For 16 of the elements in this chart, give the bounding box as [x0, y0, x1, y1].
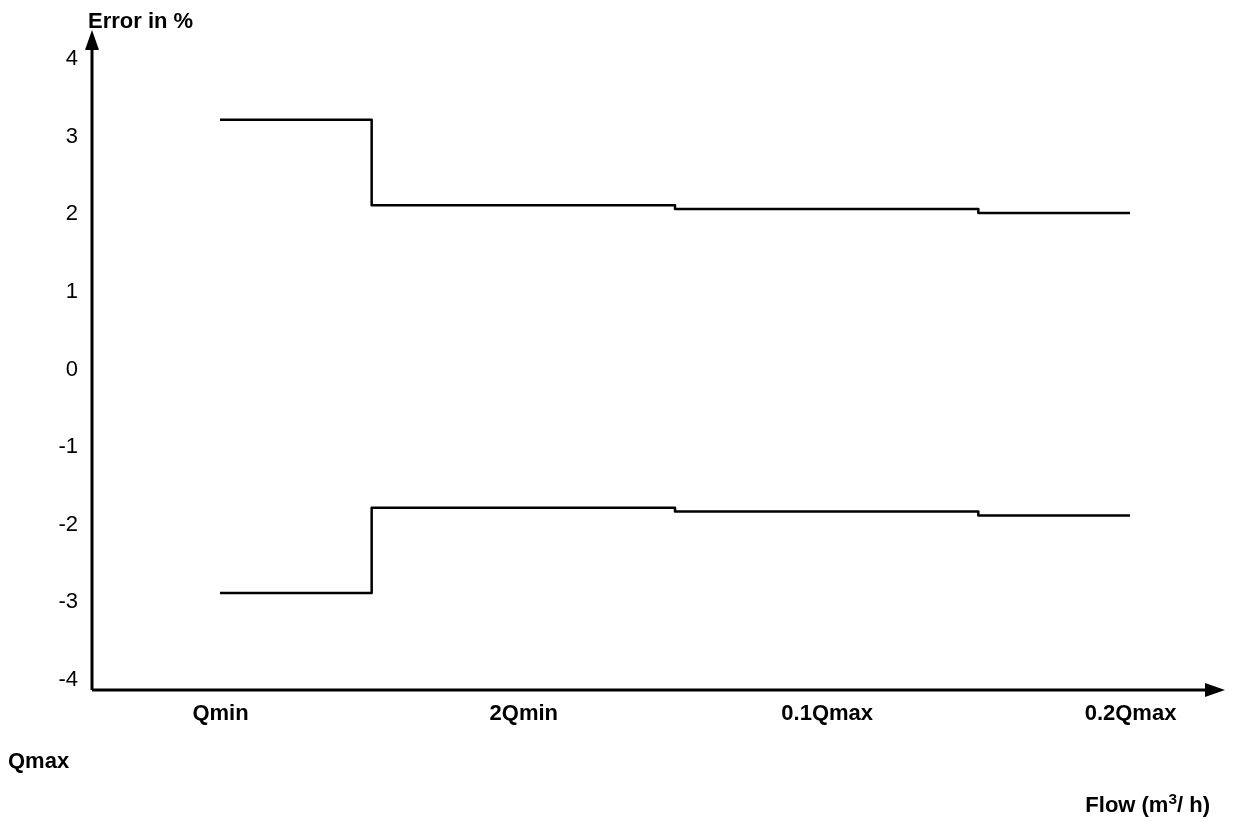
y-tick-label: -4	[58, 665, 78, 691]
y-tick-label: -3	[58, 588, 78, 614]
x-tick-label: 2Qmin	[489, 699, 559, 725]
y-tick-label: -2	[58, 510, 78, 536]
y-tick-label: 4	[65, 45, 78, 71]
x-tick-label: 0.2Qmax	[1084, 699, 1178, 725]
x-axis-title: Flow (m$^{3}$/ h)	[1085, 789, 1210, 817]
y-axis-title: Error in %	[88, 8, 194, 33]
text: Qmax	[8, 748, 70, 773]
y-tick-label: 2	[65, 200, 78, 226]
x-tick-label: Qmin	[192, 699, 249, 725]
x-tick-label: 0.1Qmax	[781, 699, 874, 725]
y-tick-label: -1	[58, 433, 78, 459]
y-tick-label: 0	[65, 355, 78, 381]
y-tick-label: 3	[65, 122, 78, 148]
y-tick-label: 1	[65, 278, 78, 304]
